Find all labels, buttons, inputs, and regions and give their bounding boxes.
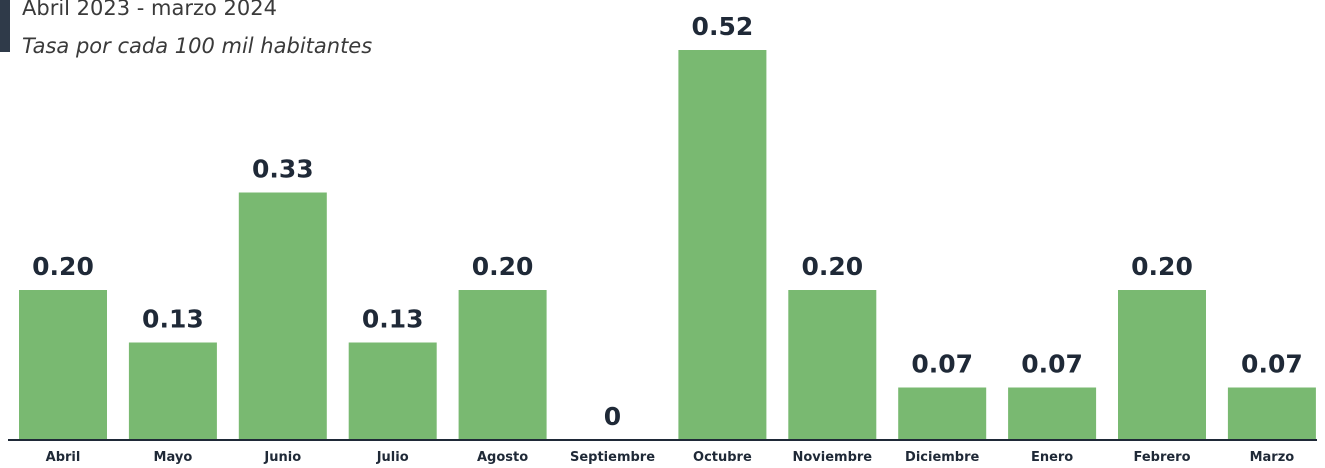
bar-abril: [19, 290, 107, 440]
value-label-diciembre: 0.07: [911, 350, 973, 379]
bar-mayo: [128, 342, 217, 440]
bar-diciembre: [898, 387, 987, 440]
category-label-junio: Junio: [263, 450, 301, 465]
category-label-enero: Enero: [1031, 450, 1073, 465]
value-label-julio: 0.13: [362, 305, 424, 334]
value-label-noviembre: 0.20: [801, 252, 863, 281]
category-label-noviembre: Noviembre: [792, 450, 872, 465]
chart-subtitle: Abril 2023 - marzo 2024: [22, 0, 277, 20]
category-label-julio: Julio: [376, 450, 409, 465]
category-label-abril: Abril: [46, 450, 81, 465]
value-label-enero: 0.07: [1021, 350, 1083, 379]
value-label-junio: 0.33: [252, 155, 314, 184]
category-label-diciembre: Diciembre: [905, 450, 979, 465]
value-label-febrero: 0.20: [1131, 252, 1193, 281]
category-label-mayo: Mayo: [154, 450, 193, 465]
bar-octubre: [678, 50, 767, 440]
value-label-septiembre: 0: [604, 402, 621, 431]
value-label-marzo: 0.07: [1241, 350, 1303, 379]
bar-febrero: [1118, 290, 1206, 440]
value-label-abril: 0.20: [32, 252, 94, 281]
bar-enero: [1008, 387, 1097, 440]
bar-julio: [348, 342, 437, 440]
title-accent-bar: [0, 0, 10, 52]
bar-agosto: [458, 290, 547, 440]
bar-junio: [238, 192, 327, 440]
bar-noviembre: [788, 290, 877, 440]
category-label-octubre: Octubre: [693, 450, 752, 465]
category-label-marzo: Marzo: [1250, 450, 1295, 465]
value-label-mayo: 0.13: [142, 305, 204, 334]
value-label-octubre: 0.52: [692, 12, 754, 41]
category-label-agosto: Agosto: [477, 450, 528, 465]
bar-marzo: [1227, 387, 1316, 440]
category-label-febrero: Febrero: [1133, 450, 1190, 465]
chart-units-note: Tasa por cada 100 mil habitantes: [22, 34, 373, 58]
category-label-septiembre: Septiembre: [570, 450, 655, 465]
value-label-agosto: 0.20: [472, 252, 534, 281]
